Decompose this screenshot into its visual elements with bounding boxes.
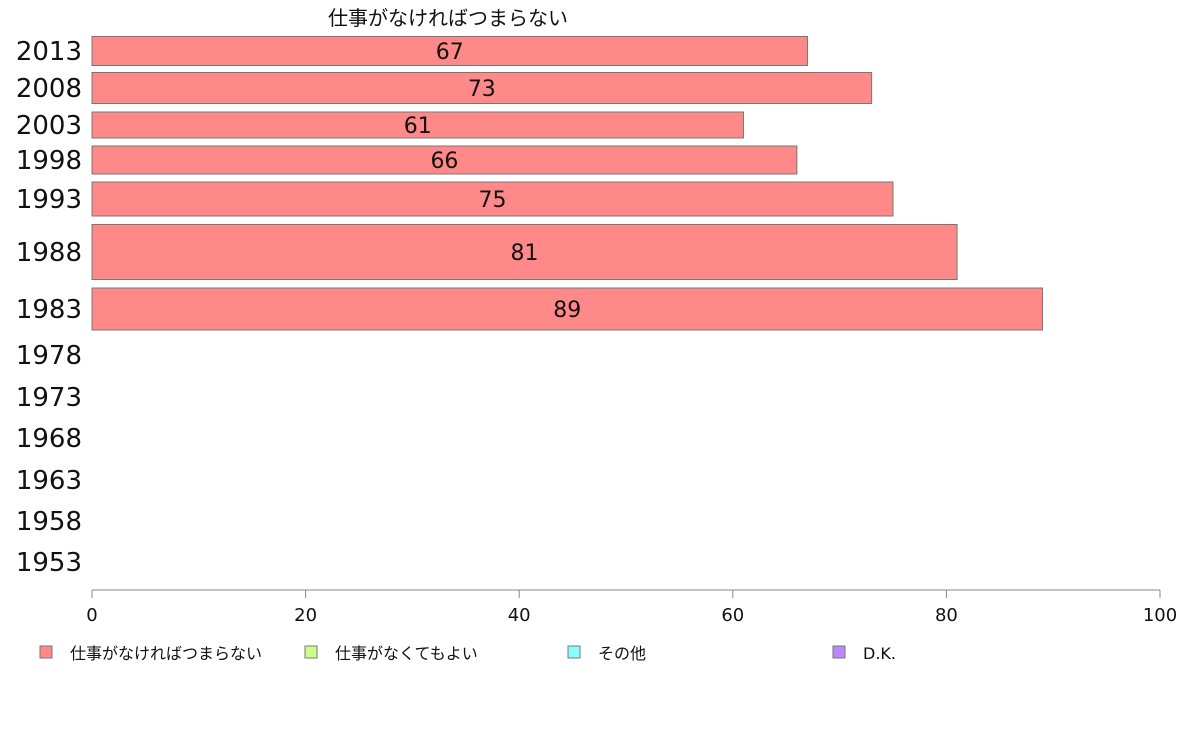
- x-axis: 0 20 40 60 80 100: [86, 589, 1177, 626]
- x-tick-label-0: 0: [86, 605, 97, 626]
- year-label-2008: 2008: [16, 74, 82, 104]
- year-label-1983: 1983: [16, 295, 82, 325]
- year-label-1958: 1958: [16, 507, 82, 537]
- bar-value-label-1993: 75: [479, 188, 507, 213]
- bar-value-label-1998: 66: [430, 149, 458, 174]
- year-label-1993: 1993: [16, 185, 82, 215]
- bar-value-label-1988: 81: [511, 241, 539, 266]
- year-label-2013: 2013: [16, 37, 82, 67]
- x-tick-label-100: 100: [1143, 605, 1177, 626]
- series-title: 仕事がなければつまらない: [328, 6, 568, 30]
- year-label-1963: 1963: [16, 466, 82, 496]
- year-label-1988: 1988: [16, 238, 82, 268]
- bar-1998: [91, 145, 798, 175]
- bar-1993: [91, 181, 894, 217]
- legend-label-3: D.K.: [863, 644, 896, 663]
- x-tick-label-40: 40: [508, 605, 531, 626]
- year-label-1953: 1953: [16, 548, 82, 578]
- legend-swatch-3: [832, 645, 846, 659]
- legend-swatch-1: [304, 645, 318, 659]
- bar-2003: [91, 111, 744, 139]
- x-tick-label-20: 20: [294, 605, 317, 626]
- bar-2013: [91, 36, 809, 66]
- year-label-1998: 1998: [16, 146, 82, 176]
- x-tick-label-60: 60: [721, 605, 744, 626]
- legend-swatch-2: [567, 645, 581, 659]
- bar-value-label-2013: 67: [436, 40, 464, 65]
- bar-2008: [91, 72, 873, 104]
- year-label-1973: 1973: [16, 383, 82, 413]
- legend: 仕事がなければつまらない 仕事がなくてもよい その他 D.K.: [39, 644, 896, 663]
- legend-swatch-0: [39, 645, 53, 659]
- year-label-1968: 1968: [16, 424, 82, 454]
- year-labels-group: 2013 2008 2003 1998 1993 1988 1983 1978 1973 1968…: [16, 37, 82, 578]
- legend-label-2: その他: [598, 644, 646, 663]
- bar-value-label-1983: 89: [553, 298, 581, 323]
- legend-label-1: 仕事がなくてもよい: [335, 644, 478, 663]
- bar-1983: [91, 287, 1044, 331]
- legend-label-0: 仕事がなければつまらない: [70, 644, 262, 663]
- x-tick-label-80: 80: [935, 605, 958, 626]
- bar-1988: [91, 224, 958, 280]
- year-label-1978: 1978: [16, 341, 82, 371]
- bar-value-label-2003: 61: [404, 114, 432, 139]
- bar-value-label-2008: 73: [468, 77, 496, 102]
- year-label-2003: 2003: [16, 111, 82, 141]
